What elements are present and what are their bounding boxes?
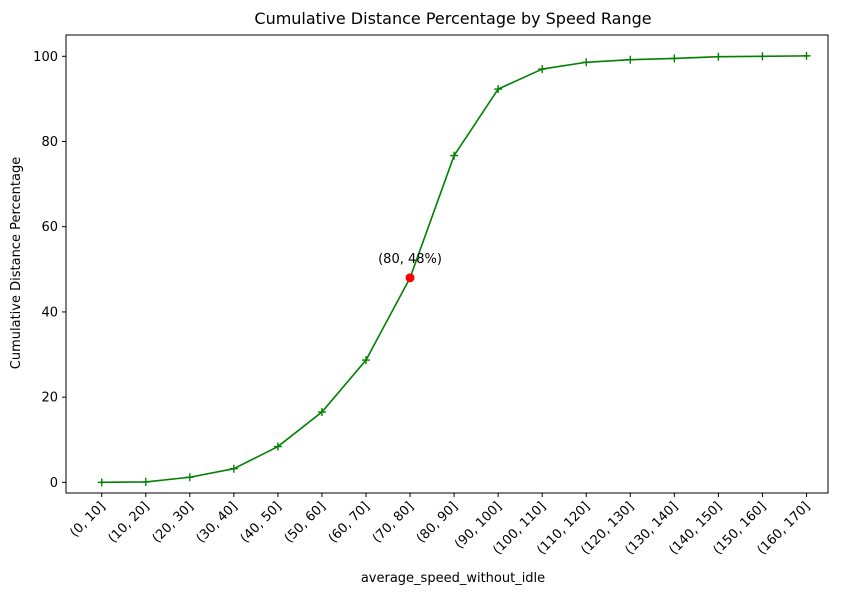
data-point-marker <box>626 55 635 64</box>
data-point-marker <box>802 51 811 60</box>
data-point-marker <box>97 478 106 487</box>
series-line <box>101 55 807 484</box>
data-point-marker <box>362 356 370 365</box>
x-tick-label: (10, 20] <box>106 499 153 546</box>
data-point-marker <box>141 477 150 486</box>
y-axis-label: Cumulative Distance Percentage <box>9 157 24 369</box>
x-tick-label: (60, 70] <box>326 499 373 546</box>
highlight-point <box>405 273 415 283</box>
data-point-marker <box>538 65 547 74</box>
highlight-annotation: (80, 48%) <box>378 252 442 267</box>
plot-area: 0 20 40 60 80 100 (0, 10](10, 20](20, 30](30, … <box>33 34 829 558</box>
x-axis-label: average_speed_without_idle <box>361 571 545 586</box>
data-point-marker <box>714 52 723 61</box>
data-point-marker <box>229 464 238 473</box>
x-tick-label: (0, 10] <box>67 499 108 540</box>
y-tick-label: 80 <box>41 135 58 150</box>
x-tick-label: (20, 30] <box>150 499 197 546</box>
chart-title: Cumulative Distance Percentage by Speed … <box>254 9 651 28</box>
x-tick-label: (40, 50] <box>238 499 285 546</box>
x-tick-label: (50, 60] <box>282 499 329 546</box>
data-point-marker <box>450 151 459 160</box>
data-point-marker <box>758 52 767 61</box>
y-tick-label: 100 <box>33 50 58 65</box>
y-tick-label: 20 <box>41 391 58 406</box>
data-point-marker <box>273 442 282 451</box>
x-tick-label: (70, 80] <box>370 499 417 546</box>
data-point-marker <box>494 85 503 94</box>
y-tick-label: 60 <box>41 220 58 235</box>
y-tick-label: 40 <box>41 305 58 320</box>
y-tick-label: 0 <box>50 476 58 491</box>
plot-frame <box>65 34 829 494</box>
data-point-marker <box>317 408 326 417</box>
x-tick-label: (30, 40] <box>194 499 241 546</box>
data-point-marker <box>185 473 194 482</box>
data-point-marker <box>670 54 679 63</box>
data-point-marker <box>582 58 591 67</box>
